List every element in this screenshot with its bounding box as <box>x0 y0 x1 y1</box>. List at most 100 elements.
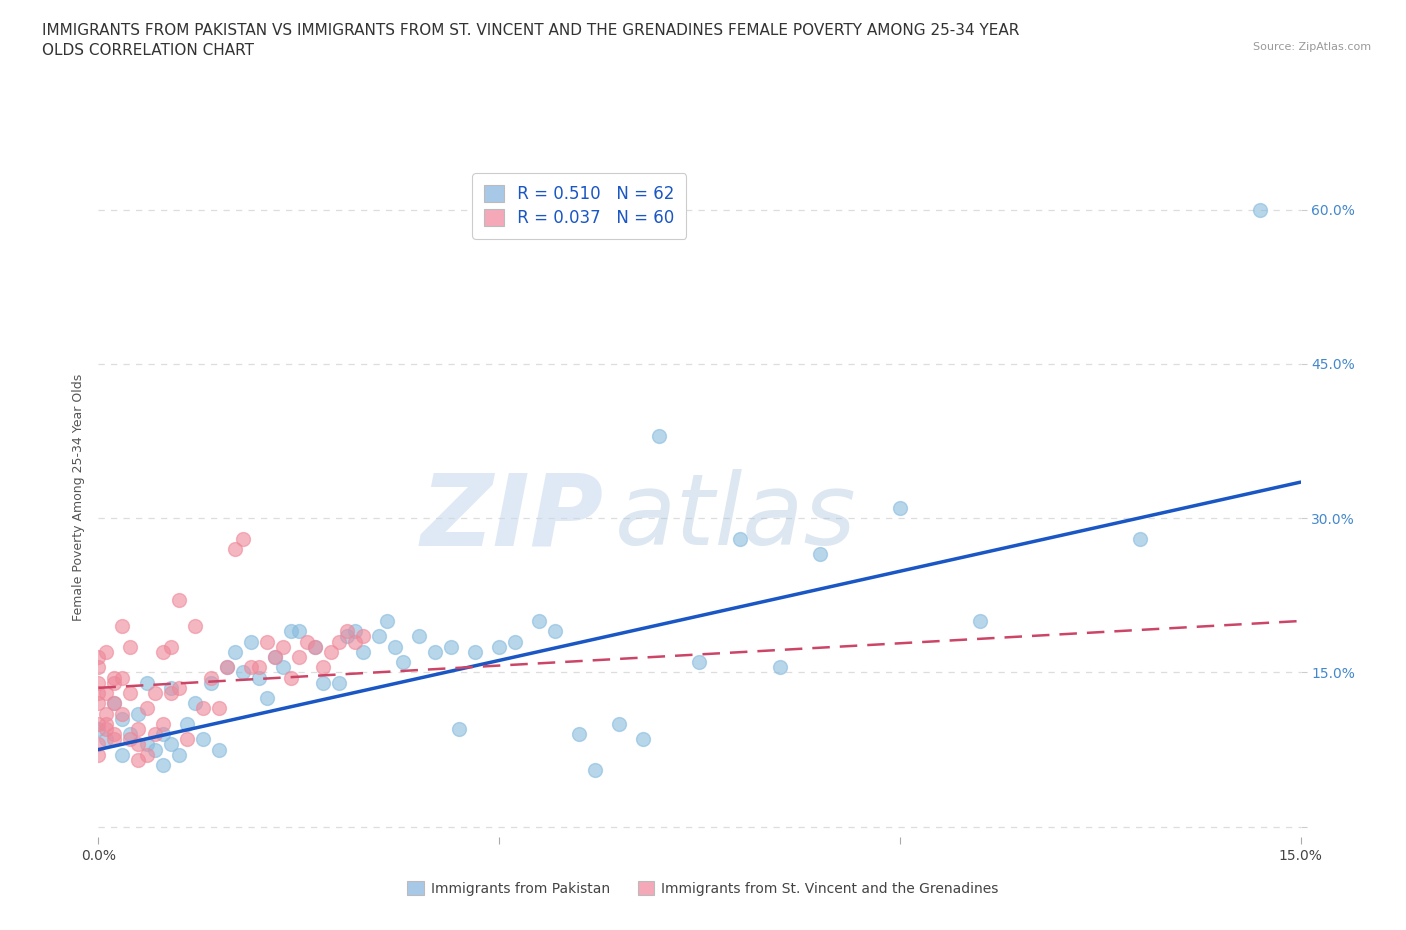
Point <box>1250 202 1272 217</box>
Point <box>392 655 415 670</box>
Point <box>271 639 294 654</box>
Legend:  R = 0.510   N = 62,  R = 0.037   N = 60: R = 0.510 N = 62, R = 0.037 N = 60 <box>472 173 686 239</box>
Point <box>96 716 118 731</box>
Point <box>280 671 302 685</box>
Point <box>111 748 134 763</box>
Point <box>135 675 157 690</box>
Point <box>152 726 174 741</box>
Point <box>969 614 991 629</box>
Point <box>215 660 238 675</box>
Point <box>208 742 231 757</box>
Text: atlas: atlas <box>616 470 858 566</box>
Point <box>143 685 166 700</box>
Y-axis label: Female Poverty Among 25-34 Year Olds: Female Poverty Among 25-34 Year Olds <box>72 374 86 621</box>
Point <box>224 644 246 659</box>
Point <box>96 685 118 700</box>
Point <box>103 726 125 741</box>
Text: IMMIGRANTS FROM PAKISTAN VS IMMIGRANTS FROM ST. VINCENT AND THE GRENADINES FEMAL: IMMIGRANTS FROM PAKISTAN VS IMMIGRANTS F… <box>42 23 1019 58</box>
Point <box>159 737 181 751</box>
Point <box>808 547 831 562</box>
Point <box>135 737 157 751</box>
Point <box>384 639 406 654</box>
Point <box>120 726 142 741</box>
Point <box>304 639 326 654</box>
Point <box>128 737 150 751</box>
Point <box>889 500 911 515</box>
Point <box>143 726 166 741</box>
Point <box>232 531 254 546</box>
Point <box>87 722 110 737</box>
Point <box>111 671 134 685</box>
Point <box>103 671 125 685</box>
Point <box>263 649 285 664</box>
Point <box>103 696 125 711</box>
Point <box>103 696 125 711</box>
Point <box>159 685 181 700</box>
Point <box>96 722 118 737</box>
Point <box>408 629 430 644</box>
Point <box>769 660 792 675</box>
Point <box>271 660 294 675</box>
Point <box>120 639 142 654</box>
Point <box>256 634 278 649</box>
Point <box>103 732 125 747</box>
Point <box>304 639 326 654</box>
Point <box>312 660 335 675</box>
Point <box>200 671 222 685</box>
Legend: Immigrants from Pakistan, Immigrants from St. Vincent and the Grenadines: Immigrants from Pakistan, Immigrants fro… <box>401 874 1005 902</box>
Point <box>96 732 118 747</box>
Point <box>135 701 157 716</box>
Point <box>87 675 110 690</box>
Point <box>128 722 150 737</box>
Point <box>135 748 157 763</box>
Point <box>143 742 166 757</box>
Point <box>111 618 134 633</box>
Point <box>208 701 231 716</box>
Point <box>239 634 262 649</box>
Point <box>633 732 655 747</box>
Point <box>648 429 671 444</box>
Point <box>232 665 254 680</box>
Point <box>87 649 110 664</box>
Point <box>1129 531 1152 546</box>
Point <box>111 711 134 726</box>
Point <box>247 671 270 685</box>
Point <box>328 634 350 649</box>
Point <box>368 629 391 644</box>
Point <box>239 660 262 675</box>
Point <box>176 732 198 747</box>
Point <box>609 716 631 731</box>
Point <box>247 660 270 675</box>
Point <box>96 706 118 721</box>
Point <box>503 634 526 649</box>
Point <box>200 675 222 690</box>
Point <box>343 624 366 639</box>
Point <box>336 629 359 644</box>
Point <box>288 649 311 664</box>
Point <box>176 716 198 731</box>
Point <box>263 649 285 664</box>
Point <box>96 644 118 659</box>
Point <box>423 644 446 659</box>
Point <box>464 644 486 659</box>
Point <box>288 624 311 639</box>
Point <box>375 614 398 629</box>
Point <box>111 706 134 721</box>
Point <box>159 681 181 696</box>
Point <box>120 732 142 747</box>
Point <box>183 618 205 633</box>
Point <box>328 675 350 690</box>
Point <box>488 639 510 654</box>
Point <box>224 541 246 556</box>
Point <box>87 737 110 751</box>
Point <box>689 655 711 670</box>
Point <box>295 634 318 649</box>
Point <box>87 748 110 763</box>
Point <box>128 752 150 767</box>
Point <box>152 716 174 731</box>
Point <box>568 726 591 741</box>
Point <box>319 644 342 659</box>
Point <box>87 660 110 675</box>
Point <box>544 624 567 639</box>
Point <box>87 685 110 700</box>
